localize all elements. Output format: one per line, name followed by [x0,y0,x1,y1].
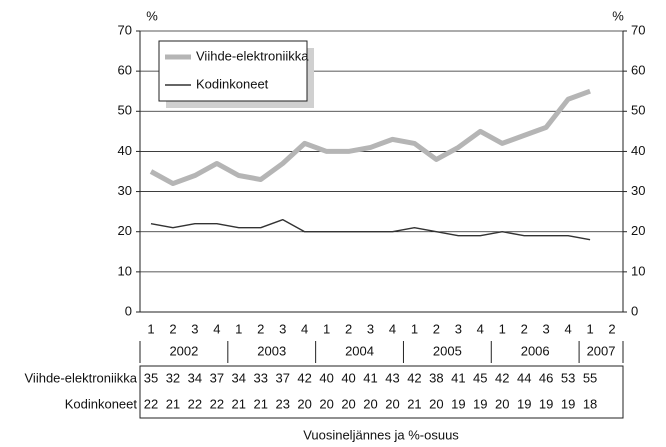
x-tick-label: 1 [235,321,242,336]
series-line [150,218,591,241]
x-tick-label: 4 [564,321,571,336]
table-cell: 41 [363,370,377,385]
table-cell: 22 [210,396,224,411]
x-tick-label: 1 [411,321,418,336]
table-cell: 22 [144,396,158,411]
x-tick-label: 2 [433,321,440,336]
y2-tick-label: 40 [631,143,645,158]
table-cell: 37 [275,370,289,385]
table-cell: 42 [297,370,311,385]
x-tick-label: 3 [367,321,374,336]
table-cell: 38 [429,370,443,385]
table-cell: 34 [188,370,202,385]
table-cell: 20 [341,396,355,411]
y-tick-label: 10 [118,263,132,278]
y2-tick-label: 0 [631,303,638,318]
table-cell: 45 [473,370,487,385]
year-label: 2005 [433,343,462,358]
x-tick-label: 1 [323,321,330,336]
x-tick-label: 4 [389,321,396,336]
y-tick-label: 50 [118,103,132,118]
table-cell: 44 [517,370,531,385]
y2-tick-label: 30 [631,183,645,198]
table-cell: 53 [561,370,575,385]
series-line [149,88,591,187]
table-cell: 20 [297,396,311,411]
table-cell: 42 [495,370,509,385]
table-cell: 21 [407,396,421,411]
table-cell: 19 [517,396,531,411]
x-tick-label: 1 [586,321,593,336]
x-tick-label: 3 [455,321,462,336]
y-tick-label: 40 [118,143,132,158]
y2-tick-label: 20 [631,223,645,238]
table-cell: 20 [363,396,377,411]
x-tick-label: 1 [147,321,154,336]
x-tick-label: 4 [301,321,308,336]
x-axis-title: Vuosineljännes ja %-osuus [303,427,459,442]
y-tick-label: 20 [118,223,132,238]
y2-tick-label: 50 [631,103,645,118]
x-tick-label: 3 [543,321,550,336]
table-cell: 21 [232,396,246,411]
table-cell: 40 [319,370,333,385]
table-cell: 19 [539,396,553,411]
table-cell: 37 [210,370,224,385]
y2-tick-label: 60 [631,63,645,78]
table-cell: 35 [144,370,158,385]
table-cell: 55 [583,370,597,385]
x-tick-label: 2 [345,321,352,336]
table-cell: 20 [495,396,509,411]
table-cell: 18 [583,396,597,411]
y2-tick-label: 70 [631,22,645,37]
y2-unit: % [612,8,624,23]
table-cell: 19 [561,396,575,411]
x-tick-label: 4 [477,321,484,336]
x-tick-label: 2 [257,321,264,336]
year-label: 2006 [521,343,550,358]
x-tick-label: 3 [191,321,198,336]
table-cell: 20 [319,396,333,411]
table-cell: 40 [341,370,355,385]
x-tick-label: 3 [279,321,286,336]
table-cell: 46 [539,370,553,385]
table-cell: 23 [275,396,289,411]
table-cell: 19 [473,396,487,411]
x-tick-label: 1 [499,321,506,336]
table-cell: 21 [166,396,180,411]
table-cell: 21 [254,396,268,411]
x-tick-label: 2 [169,321,176,336]
table-cell: 34 [232,370,246,385]
table-cell: 43 [385,370,399,385]
y-tick-label: 70 [118,22,132,37]
legend-label: Kodinkoneet [196,76,269,91]
x-tick-label: 4 [213,321,220,336]
table-box [139,365,624,419]
table-cell: 22 [188,396,202,411]
legend-box [158,40,308,102]
table-cell: 41 [451,370,465,385]
y-tick-label: 60 [118,63,132,78]
table-cell: 20 [385,396,399,411]
year-label: 2003 [257,343,286,358]
legend-label: Viihde-elektroniikka [196,48,309,63]
y2-tick-label: 10 [631,263,645,278]
year-label: 2007 [587,343,616,358]
table-cell: 42 [407,370,421,385]
table-row-label: Viihde-elektroniikka [25,370,138,385]
table-cell: 20 [429,396,443,411]
year-label: 2002 [169,343,198,358]
table-cell: 19 [451,396,465,411]
x-tick-label: 2 [608,321,615,336]
table-cell: 33 [254,370,268,385]
table-row-label: Kodinkoneet [65,396,138,411]
year-label: 2004 [345,343,374,358]
table-cell: 32 [166,370,180,385]
x-tick-label: 2 [521,321,528,336]
y-tick-label: 0 [125,303,132,318]
y-unit: % [146,8,158,23]
y-tick-label: 30 [118,183,132,198]
